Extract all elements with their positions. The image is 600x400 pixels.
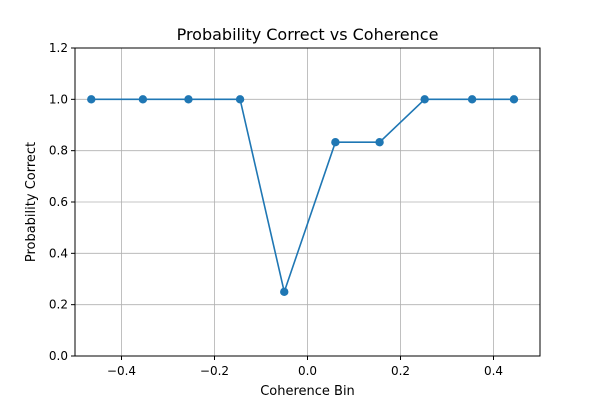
series-line [91, 98, 514, 295]
chart-title: Probability Correct vs Coherence [177, 25, 439, 44]
y-tick-label: 1.0 [49, 92, 68, 106]
y-tick-label: 0.8 [49, 144, 68, 158]
data-point [331, 137, 340, 147]
data-point [509, 95, 519, 104]
y-axis-label: Probability Correct [24, 142, 39, 262]
series-layer [87, 95, 519, 297]
x-tick-label: 0.4 [484, 364, 503, 378]
data-point [138, 95, 148, 104]
data-point [87, 95, 96, 104]
y-tick-label: 0.4 [49, 246, 68, 260]
y-tick-label: 0.6 [49, 195, 68, 209]
data-point [420, 95, 429, 104]
x-axis-label: Coherence Bin [260, 384, 355, 399]
x-tick-label: −0.4 [107, 364, 136, 378]
grid-layer [75, 47, 540, 357]
data-point [375, 137, 384, 147]
y-tick-label: 0.2 [49, 298, 68, 312]
data-point [467, 95, 477, 104]
data-point [280, 287, 289, 297]
data-point [184, 95, 193, 104]
data-point [235, 95, 245, 104]
x-tick-label: −0.2 [200, 364, 229, 378]
y-tick-label: 1.2 [49, 41, 68, 55]
x-tick-label: 0.2 [391, 364, 410, 378]
tick-layer: −0.4 −0.2 0.0 0.2 0.4 0.0 0.2 0.4 0.6 0.8 1.0 1.2 [49, 41, 503, 378]
x-tick-label: 0.0 [298, 364, 317, 378]
y-tick-label: 0.0 [49, 349, 68, 363]
